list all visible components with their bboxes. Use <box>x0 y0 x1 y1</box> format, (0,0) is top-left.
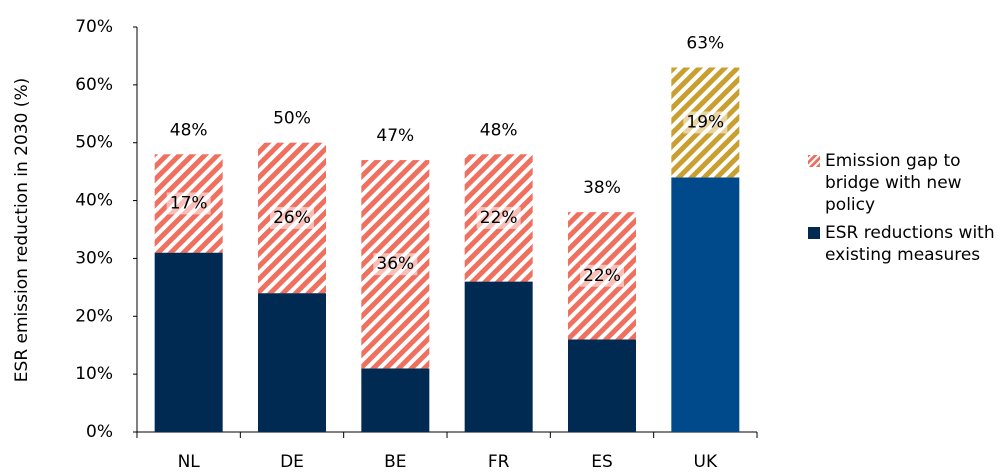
total-label: 48% <box>480 120 518 140</box>
x-tick-label: UK <box>694 452 718 472</box>
label-bg <box>683 111 728 134</box>
y-tick-label: 70% <box>75 17 113 37</box>
y-tick-label: 60% <box>75 75 113 95</box>
total-label: 63% <box>686 34 724 54</box>
x-tick-label: FR <box>488 452 510 472</box>
y-axis-label: ESR emission reduction in 2030 (%) <box>12 78 32 382</box>
total-label: 48% <box>170 120 208 140</box>
y-tick-label: 20% <box>75 306 113 326</box>
y-tick-label: 30% <box>75 248 113 268</box>
x-tick-label: NL <box>178 452 201 472</box>
bar-segment <box>154 252 223 432</box>
bar-segment <box>568 339 636 432</box>
y-tick-label: 50% <box>75 133 113 153</box>
bar-segment <box>361 368 430 432</box>
y-tick-label: 40% <box>75 191 113 211</box>
bar-segment <box>671 177 740 432</box>
data-label: 36% <box>376 254 414 274</box>
x-tick-label: DE <box>280 452 304 472</box>
legend-swatch <box>808 227 820 239</box>
data-label: 17% <box>170 193 208 213</box>
label-bg <box>476 206 521 229</box>
label-bg <box>270 206 314 229</box>
legend-item: Emission gap to bridge with new policy <box>808 150 1003 216</box>
x-tick-label: ES <box>591 452 613 472</box>
total-label: 50% <box>273 109 311 129</box>
label-bg <box>373 253 418 276</box>
data-label: 22% <box>480 208 518 228</box>
legend-item: ESR reductions with existing measures <box>808 222 1003 266</box>
legend-label: ESR reductions with existing measures <box>825 223 995 265</box>
bar-segment <box>258 293 326 432</box>
y-tick-label: 10% <box>75 364 113 384</box>
total-label: 38% <box>583 178 621 198</box>
legend-label: Emission gap to bridge with new policy <box>825 151 962 215</box>
data-label: 26% <box>273 208 311 228</box>
label-bg <box>166 192 211 215</box>
data-label: 19% <box>686 112 724 132</box>
data-label: 22% <box>583 266 621 286</box>
y-tick-label: 0% <box>86 422 113 442</box>
label-bg <box>580 264 624 287</box>
bar-segment <box>464 281 533 432</box>
legend-swatch <box>808 155 820 167</box>
x-tick-label: BE <box>384 452 406 472</box>
total-label: 47% <box>376 126 414 146</box>
